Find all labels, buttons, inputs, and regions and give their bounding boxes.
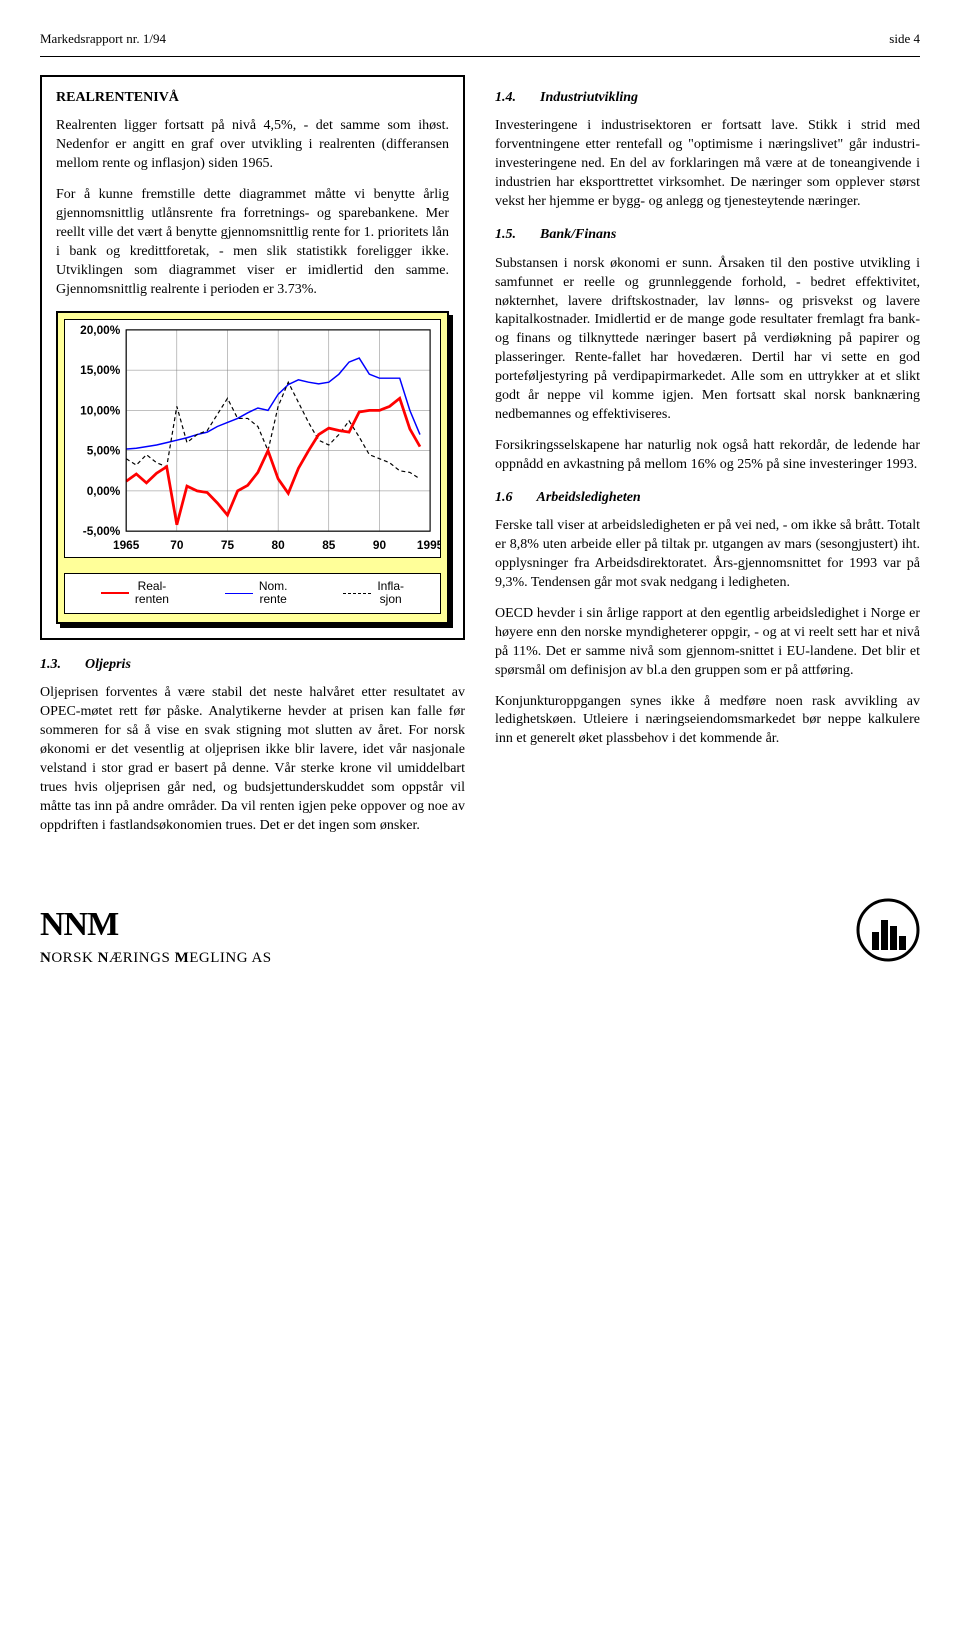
sec15-para1: Substansen i norsk økonomi er sunn. Årsa… (495, 255, 920, 425)
sec14-title: Industriutvikling (540, 89, 638, 108)
fc-r3: EGLING AS (189, 950, 271, 966)
sec13-num: 1.3. (40, 656, 61, 675)
legend-infl-l1: Infla- (377, 579, 404, 593)
svg-text:20,00%: 20,00% (80, 323, 121, 337)
sec16-title: Arbeidsledigheten (537, 489, 641, 508)
sec14-num: 1.4. (495, 89, 516, 108)
left-column: REALRENTENIVÅ Realrenten ligger fortsatt… (40, 75, 465, 848)
footer-company: NORSK NÆRINGS MEGLING AS (40, 948, 272, 968)
legend-real-l1: Real- (138, 579, 167, 593)
legend-infl-l2: sjon (380, 592, 402, 606)
box-para-2: For å kunne fremstille dette diagrammet … (56, 186, 449, 299)
fc-r2: ÆRINGS (109, 950, 175, 966)
sec16-para2: OECD hevder i sin årlige rapport at den … (495, 605, 920, 681)
fc-r1: ORSK (51, 950, 97, 966)
fc-b2: N (98, 950, 109, 966)
footer-nnm: NNM (40, 902, 272, 948)
fc-b1: N (40, 950, 51, 966)
sec16-num: 1.6 (495, 489, 513, 508)
legend-nom: Nom. rente (225, 580, 288, 606)
legend-nom-l2: rente (259, 592, 286, 606)
box-para-1: Realrenten ligger fortsatt på nivå 4,5%,… (56, 117, 449, 174)
sec13-para: Oljeprisen forventes å være stabil det n… (40, 684, 465, 835)
svg-text:10,00%: 10,00% (80, 404, 121, 418)
header-rule (40, 56, 920, 57)
fc-b3: M (175, 950, 190, 966)
sec15-para2: Forsikringsselskapene har naturlig nok o… (495, 437, 920, 475)
svg-text:75: 75 (221, 538, 235, 552)
footer-building-icon (856, 898, 920, 969)
legend-infl: Infla- sjon (343, 580, 404, 606)
page-footer: NNM NORSK NÆRINGS MEGLING AS (40, 898, 920, 969)
sec14-para: Investeringene i industrisektoren er for… (495, 117, 920, 211)
sec15-head: 1.5. Bank/Finans (495, 226, 920, 245)
sec16-para1: Ferske tall viser at arbeidsledigheten e… (495, 517, 920, 593)
sec16-head: 1.6 Arbeidsledigheten (495, 489, 920, 508)
legend-real: Real- renten (101, 580, 169, 606)
sec15-num: 1.5. (495, 226, 516, 245)
sec13-head: 1.3. Oljepris (40, 656, 465, 675)
svg-text:1995: 1995 (417, 538, 441, 552)
sec13-title: Oljepris (85, 656, 131, 675)
chart-legend: Real- renten Nom. rente (64, 573, 441, 613)
sec16-para3: Konjunkturoppgangen synes ikke å medføre… (495, 693, 920, 750)
header-left: Markedsrapport nr. 1/94 (40, 30, 166, 48)
header-right: side 4 (889, 30, 920, 48)
legend-nom-l1: Nom. (259, 579, 288, 593)
realrente-box: REALRENTENIVÅ Realrenten ligger fortsatt… (40, 75, 465, 640)
svg-text:80: 80 (272, 538, 286, 552)
footer-logo-text: NNM NORSK NÆRINGS MEGLING AS (40, 902, 272, 968)
svg-text:15,00%: 15,00% (80, 364, 121, 378)
chart-container: -5,00% 0,00% 5,00% 10,00% 15,00% 20,00% 1965 70… (56, 311, 449, 623)
svg-text:70: 70 (170, 538, 184, 552)
svg-text:0,00%: 0,00% (87, 484, 121, 498)
svg-text:1965: 1965 (113, 538, 140, 552)
right-column: 1.4. Industriutvikling Investeringene i … (495, 75, 920, 848)
svg-text:90: 90 (373, 538, 387, 552)
box-title: REALRENTENIVÅ (56, 89, 449, 108)
svg-text:85: 85 (322, 538, 336, 552)
sec14-head: 1.4. Industriutvikling (495, 89, 920, 108)
sec15-title: Bank/Finans (540, 226, 616, 245)
svg-text:-5,00%: -5,00% (83, 525, 121, 539)
svg-text:5,00%: 5,00% (87, 444, 121, 458)
legend-real-l2: renten (135, 592, 169, 606)
realrente-chart: -5,00% 0,00% 5,00% 10,00% 15,00% 20,00% 1965 70… (64, 319, 441, 558)
